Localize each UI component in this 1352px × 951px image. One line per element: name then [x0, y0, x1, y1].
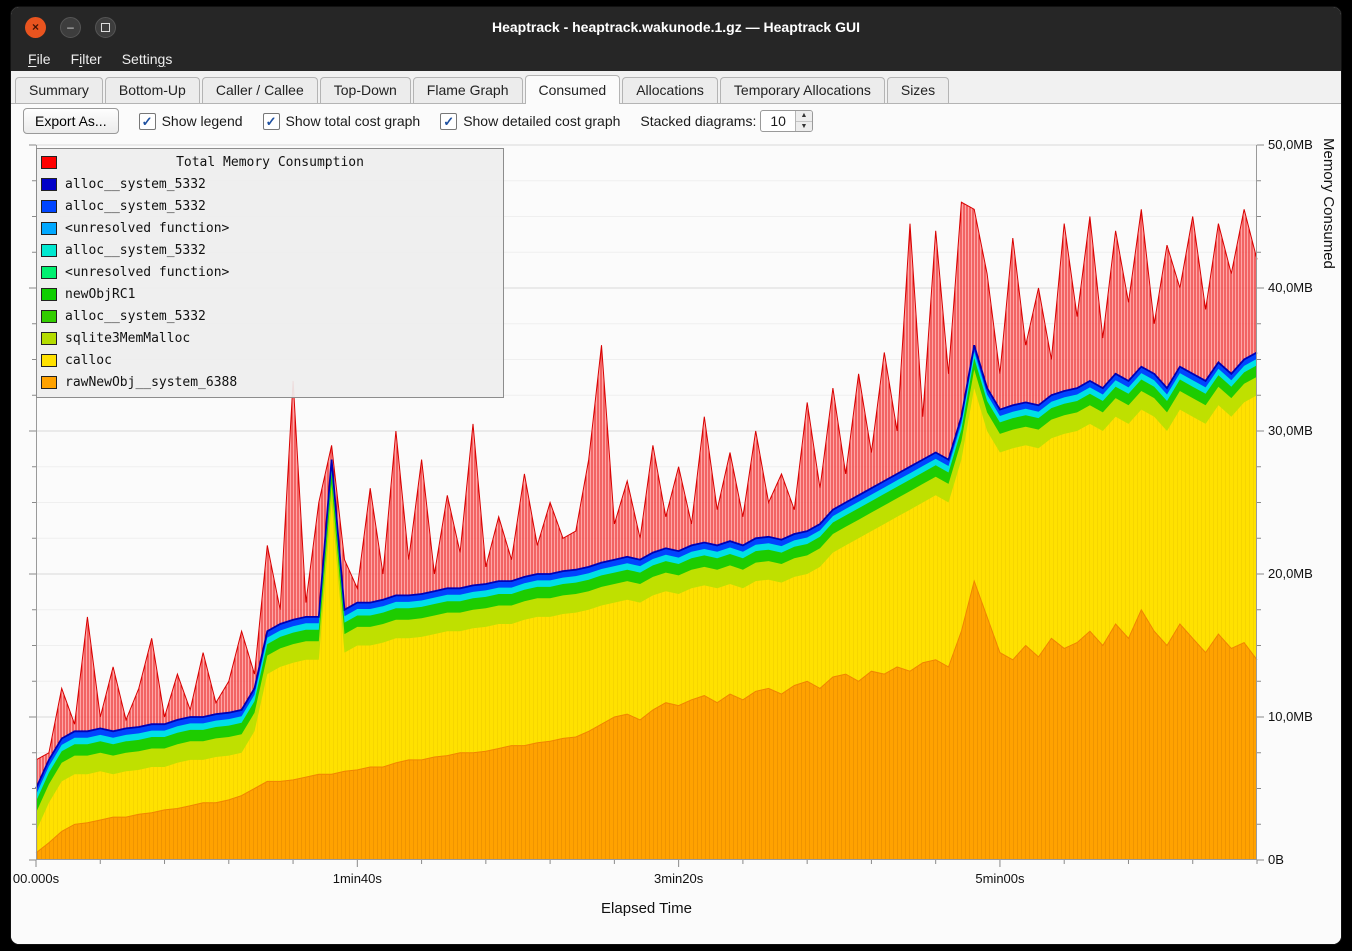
- y-axis-tick-label: 50,0MB: [1268, 137, 1313, 152]
- legend-label: alloc__system_5332: [65, 242, 206, 258]
- legend-swatch: [41, 375, 57, 389]
- stacked-diagrams-spinbox[interactable]: 10 ▲ ▼: [760, 110, 813, 132]
- stacked-diagrams-label: Stacked diagrams:: [640, 113, 757, 129]
- tab-summary[interactable]: Summary: [15, 77, 103, 103]
- menu-settings[interactable]: Settings: [121, 51, 173, 67]
- legend-label: alloc__system_5332: [65, 198, 206, 214]
- close-button[interactable]: ×: [25, 16, 46, 38]
- legend-swatch: [41, 287, 57, 301]
- legend-title: Total Memory Consumption: [176, 154, 364, 170]
- memory-consumption-chart[interactable]: [29, 144, 1264, 867]
- area-rawnewobj: [36, 581, 1257, 860]
- legend-swatch: [41, 199, 57, 213]
- spinbox-value: 10: [770, 113, 786, 129]
- orange-top-line: [35, 579, 1258, 854]
- total-top-line: [35, 201, 1258, 761]
- legend-item: alloc__system_5332: [41, 173, 499, 195]
- legend-swatch: [41, 243, 57, 257]
- legend-label: newObjRC1: [65, 286, 136, 302]
- spinbox-down-icon[interactable]: ▼: [795, 121, 812, 131]
- legend-label: <unresolved function>: [65, 264, 230, 280]
- maximize-button[interactable]: [95, 16, 116, 38]
- menu-filter[interactable]: Filter: [70, 51, 102, 67]
- window-title: Heaptrack - heaptrack.wakunode.1.gz — He…: [491, 19, 860, 35]
- x-axis-tick-label: 1min40s: [332, 871, 382, 886]
- y-axis-tick-label: 40,0MB: [1268, 280, 1313, 295]
- legend-item: newObjRC1: [41, 283, 499, 305]
- x-axis-title: Elapsed Time: [601, 900, 692, 917]
- legend-swatch: [41, 265, 57, 279]
- y-axis-tick-label: 30,0MB: [1268, 423, 1313, 438]
- toolbar: Export As... ✓ Show legend ✓ Show total …: [11, 104, 1341, 138]
- tab-temporary-allocations[interactable]: Temporary Allocations: [719, 77, 885, 103]
- tab-allocations[interactable]: Allocations: [622, 77, 718, 103]
- legend-swatch: [41, 309, 57, 323]
- legend-item: rawNewObj__system_6388: [41, 371, 499, 393]
- tab-caller-callee[interactable]: Caller / Callee: [201, 77, 318, 103]
- tab-flame-graph[interactable]: Flame Graph: [412, 77, 523, 103]
- checkbox-label: Show legend: [161, 113, 243, 129]
- legend-item: sqlite3MemMalloc: [41, 327, 499, 349]
- legend-title-row: Total Memory Consumption: [41, 151, 499, 173]
- app-window: × – Heaptrack - heaptrack.wakunode.1.gz …: [10, 6, 1342, 945]
- legend-swatch: [41, 221, 57, 235]
- checkbox-label: Show detailed cost graph: [463, 113, 621, 129]
- spinbox-up-icon[interactable]: ▲: [795, 111, 812, 122]
- tab-bar: Summary Bottom-Up Caller / Callee Top-Do…: [11, 71, 1341, 104]
- legend-title-swatch: [41, 155, 57, 169]
- legend-label: rawNewObj__system_6388: [65, 374, 238, 390]
- legend-swatch: [41, 177, 57, 191]
- tab-bottom-up[interactable]: Bottom-Up: [104, 77, 200, 103]
- show-total-cost-checkbox[interactable]: ✓ Show total cost graph: [262, 112, 421, 130]
- menu-file[interactable]: File: [28, 51, 51, 67]
- legend-label: <unresolved function>: [65, 220, 230, 236]
- legend-label: alloc__system_5332: [65, 176, 206, 192]
- tab-sizes[interactable]: Sizes: [886, 77, 950, 103]
- legend-item: <unresolved function>: [41, 217, 499, 239]
- y-axis-title: Memory Consumed: [1320, 138, 1337, 269]
- minimize-button[interactable]: –: [60, 16, 81, 38]
- legend-swatch: [41, 353, 57, 367]
- show-legend-checkbox[interactable]: ✓ Show legend: [138, 112, 243, 130]
- legend-item: alloc__system_5332: [41, 195, 499, 217]
- blue-top-line: [35, 344, 1258, 789]
- x-axis-tick-label: 00.000s: [12, 871, 60, 886]
- legend-item: calloc: [41, 349, 499, 371]
- legend-item: <unresolved function>: [41, 261, 499, 283]
- checkbox-label: Show total cost graph: [285, 113, 421, 129]
- y-axis-tick-label: 20,0MB: [1268, 566, 1313, 581]
- tab-top-down[interactable]: Top-Down: [319, 77, 411, 103]
- show-detailed-cost-checkbox[interactable]: ✓ Show detailed cost graph: [440, 112, 621, 130]
- x-axis-tick-label: 5min00s: [975, 871, 1025, 886]
- chart-legend: Total Memory Consumption alloc__system_5…: [36, 148, 504, 398]
- maximize-icon: [101, 22, 110, 32]
- tab-consumed[interactable]: Consumed: [524, 75, 621, 104]
- y-axis-tick-label: 10,0MB: [1268, 709, 1313, 724]
- x-axis-tick-label: 3min20s: [654, 871, 704, 886]
- legend-item: alloc__system_5332: [41, 305, 499, 327]
- titlebar[interactable]: × – Heaptrack - heaptrack.wakunode.1.gz …: [11, 7, 1341, 47]
- menubar: File Filter Settings: [11, 47, 1341, 71]
- legend-label: alloc__system_5332: [65, 308, 206, 324]
- checkmark-icon: ✓: [138, 112, 156, 130]
- chart-area: Total Memory Consumption alloc__system_5…: [11, 137, 1341, 944]
- legend-label: calloc: [65, 352, 112, 368]
- legend-label: sqlite3MemMalloc: [65, 330, 191, 346]
- checkmark-icon: ✓: [440, 112, 458, 130]
- legend-item: alloc__system_5332: [41, 239, 499, 261]
- export-as-button[interactable]: Export As...: [23, 108, 119, 134]
- checkmark-icon: ✓: [262, 112, 280, 130]
- legend-swatch: [41, 331, 57, 345]
- y-axis-tick-label: 0B: [1268, 852, 1284, 867]
